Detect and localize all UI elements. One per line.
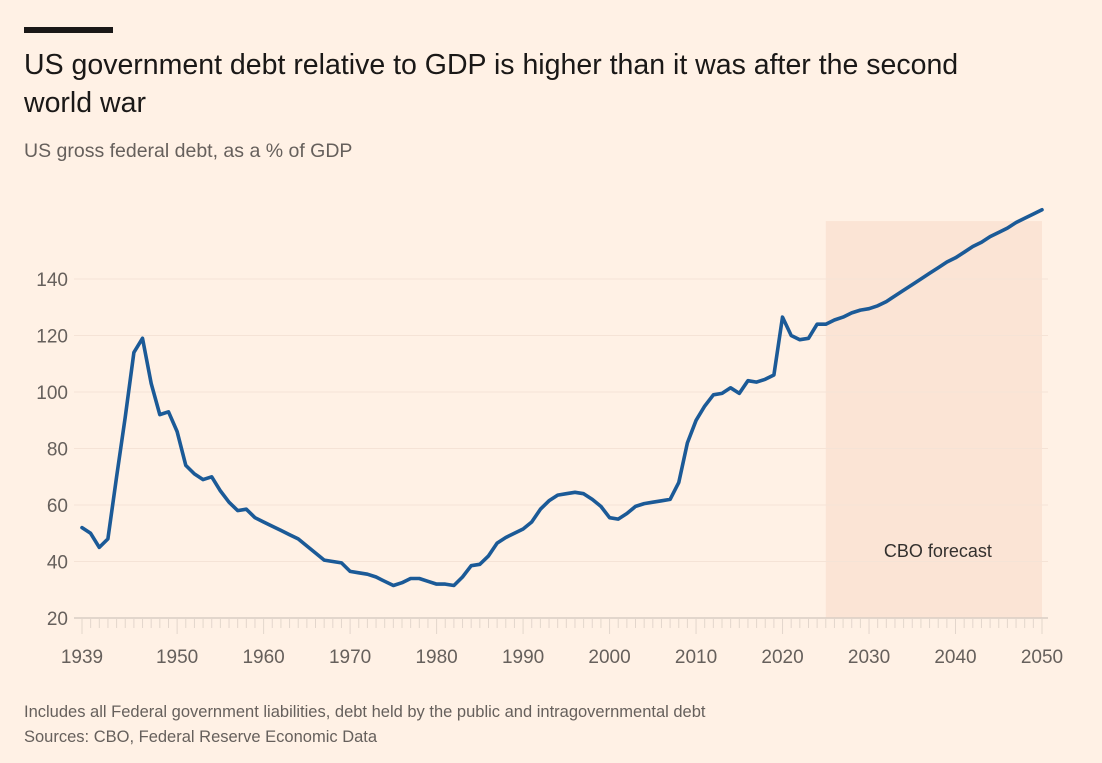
x-tick-label: 1980	[415, 647, 457, 668]
forecast-label: CBO forecast	[884, 541, 992, 561]
header-accent-bar	[24, 27, 113, 33]
x-tick-label: 1970	[329, 647, 371, 668]
x-tick-label: 2030	[848, 647, 890, 668]
y-tick-label: 60	[47, 496, 68, 517]
y-tick-label: 100	[36, 383, 68, 404]
chart-title: US government debt relative to GDP is hi…	[24, 49, 959, 119]
debt-series-line	[80, 208, 1044, 588]
x-tick-label: 1950	[156, 647, 198, 668]
footnote: Includes all Federal government liabilit…	[24, 703, 706, 721]
x-tick-label: 1990	[502, 647, 544, 668]
forecast-shading	[825, 221, 1042, 618]
x-tick-label: 2040	[934, 647, 976, 668]
sources: Sources: CBO, Federal Reserve Economic D…	[24, 728, 378, 746]
y-tick-label: 80	[47, 440, 68, 461]
y-tick-label: 140	[36, 270, 68, 291]
y-tick-label: 120	[36, 327, 68, 348]
x-tick-label: 2020	[761, 647, 803, 668]
y-tick-label: 40	[47, 553, 68, 574]
chart-subtitle: US gross federal debt, as a % of GDP	[24, 140, 353, 162]
x-tick-label: 2050	[1021, 647, 1063, 668]
x-tick-label: 2010	[675, 647, 717, 668]
x-tick-label: 1960	[242, 647, 284, 668]
x-tick-label: 1939	[61, 647, 103, 668]
y-tick-label: 20	[47, 609, 68, 630]
x-tick-label: 2000	[588, 647, 630, 668]
